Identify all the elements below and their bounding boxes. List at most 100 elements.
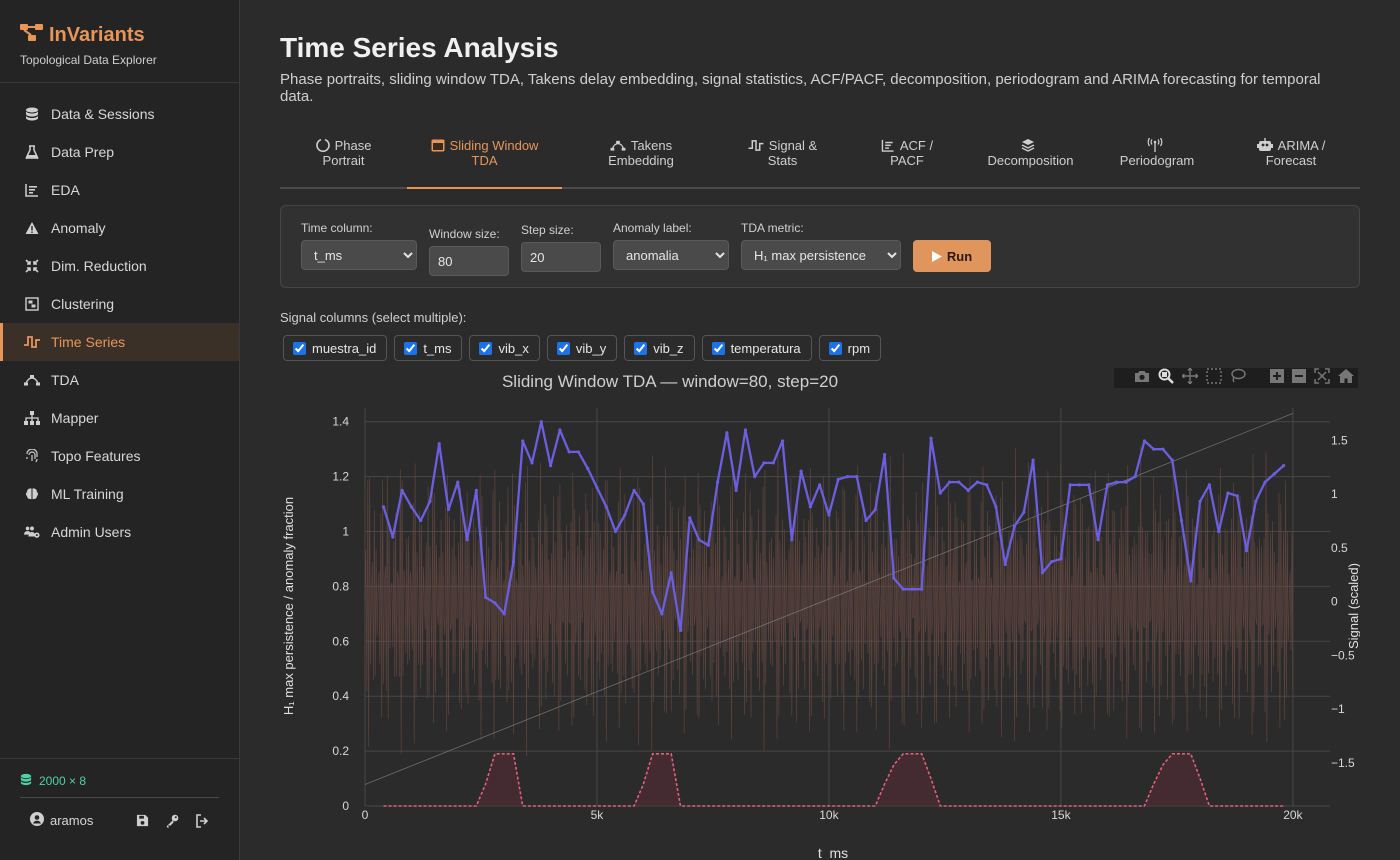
checkbox[interactable] <box>404 341 418 355</box>
step-size-control: Step size: <box>521 223 601 272</box>
signal-column-checkbox[interactable]: vib_x <box>469 335 540 361</box>
h1-persistence-point <box>780 439 785 443</box>
x-tick-label: 5k <box>591 808 605 822</box>
sidebar-item-mapper[interactable]: Mapper <box>0 399 239 437</box>
sidebar-item-dim-reduction[interactable]: Dim. Reduction <box>0 247 239 285</box>
tab-acf-pacf[interactable]: ACF / PACF <box>845 128 969 187</box>
h1-persistence-point <box>836 477 840 481</box>
h1-persistence-point <box>957 480 961 484</box>
checkbox-label: muestra_id <box>312 340 377 356</box>
sidebar-item-label: Admin Users <box>51 524 132 540</box>
sidebar-item-tda[interactable]: TDA <box>0 361 239 399</box>
sidebar-item-clustering[interactable]: Clustering <box>0 285 239 323</box>
checkbox[interactable] <box>828 341 842 355</box>
h1-persistence-point <box>1077 483 1082 487</box>
sidebar-item-data-prep[interactable]: Data Prep <box>0 133 239 171</box>
h1-persistence-point <box>613 529 618 534</box>
camera-icon[interactable] <box>1134 369 1150 388</box>
y2-axis-label: Signal (scaled) <box>1346 563 1360 649</box>
tab-label-line1: Phase <box>334 138 372 153</box>
tda-metric-select[interactable]: H₁ max persistence <box>741 240 901 270</box>
sidebar-item-ml-training[interactable]: ML Training <box>0 475 239 513</box>
tab-signal-stats[interactable]: Signal & Stats <box>720 128 845 187</box>
sitemap-icon <box>24 410 40 426</box>
tab-sliding-window-tda[interactable]: Sliding Window TDA <box>407 128 562 189</box>
h1-persistence-point <box>660 612 664 616</box>
signal-column-checkbox[interactable]: vib_y <box>546 335 618 361</box>
tab-arima-forecast[interactable]: ARIMA / Forecast <box>1222 128 1360 187</box>
y2-tick-label: −0.5 <box>1331 648 1355 662</box>
zoom-icon[interactable] <box>1158 368 1174 389</box>
sidebar-item-label: Time Series <box>51 334 126 350</box>
h1-persistence-point <box>446 507 451 512</box>
tab-label-line1: Sliding Window <box>449 138 539 153</box>
x-axis-label: t_ms <box>818 845 848 860</box>
sidebar-item-label: Dim. Reduction <box>51 258 147 274</box>
checkbox-label: rpm <box>847 340 871 356</box>
sidebar-nav: Data & Sessions Data Prep EDA Anomaly Di… <box>0 83 239 551</box>
checkbox[interactable] <box>634 341 648 355</box>
checkbox[interactable] <box>711 341 725 355</box>
signal-column-checkbox[interactable]: t_ms <box>394 335 463 361</box>
tda-metric-label: TDA metric: <box>741 221 804 235</box>
h1-persistence-point <box>474 488 478 492</box>
anomaly-label-select[interactable]: anomalia <box>613 240 729 270</box>
anomaly-label-label: Anomaly label: <box>613 221 692 235</box>
logout-button[interactable] <box>195 813 209 828</box>
sidebar-item-data-sessions[interactable]: Data & Sessions <box>0 95 239 133</box>
main-content: Time Series Analysis Phase portraits, sl… <box>240 0 1400 860</box>
bezier-icon <box>610 140 626 151</box>
zoom-in-icon[interactable] <box>1270 368 1284 388</box>
signal-column-checkbox[interactable]: temperatura <box>701 335 812 361</box>
step-size-input[interactable] <box>521 242 601 272</box>
save-session-button[interactable] <box>136 814 149 827</box>
signal-column-checkbox[interactable]: vib_z <box>624 335 695 361</box>
bezier-icon <box>24 372 40 388</box>
checkbox[interactable] <box>293 341 306 355</box>
window-size-input[interactable] <box>429 246 509 276</box>
sidebar-item-time-series[interactable]: Time Series <box>0 323 239 361</box>
flask-icon <box>24 144 40 160</box>
home-icon[interactable] <box>1338 368 1354 388</box>
h1-persistence-point <box>641 502 645 506</box>
y-tick-label: 1 <box>342 525 349 539</box>
box-select-icon[interactable] <box>1206 367 1222 389</box>
tab-decomposition[interactable]: Decomposition <box>969 128 1092 187</box>
h1-persistence-point <box>437 442 441 446</box>
sidebar-item-label: Topo Features <box>51 448 141 464</box>
page-title: Time Series Analysis <box>280 32 559 63</box>
signal-column-checkbox[interactable]: muestra_id <box>283 335 388 361</box>
tab-periodogram[interactable]: Periodogram <box>1092 128 1222 187</box>
h1-persistence-point <box>678 628 683 632</box>
y2-tick-label: 1.5 <box>1331 433 1348 447</box>
zoom-out-icon[interactable] <box>1292 368 1306 388</box>
checkbox[interactable] <box>556 341 570 355</box>
autoscale-icon[interactable] <box>1314 367 1330 389</box>
h1-persistence-point <box>743 428 748 432</box>
tab-label-line1: ACF / <box>899 138 934 153</box>
h1-persistence-point <box>530 461 534 465</box>
sidebar-item-topo-features[interactable]: Topo Features <box>0 437 239 475</box>
brain-icon <box>24 486 40 502</box>
change-password-button[interactable] <box>165 814 179 828</box>
logout-icon <box>196 813 209 828</box>
checkbox[interactable] <box>479 341 493 355</box>
time-column-select[interactable]: t_ms <box>301 240 417 270</box>
pan-icon[interactable] <box>1181 367 1199 389</box>
sidebar-item-eda[interactable]: EDA <box>0 171 239 209</box>
lasso-icon[interactable] <box>1230 368 1246 389</box>
h1-persistence-point <box>586 466 590 470</box>
tab-takens-embedding[interactable]: Takens Embedding <box>562 128 720 187</box>
h1-persistence-point <box>753 475 757 479</box>
checkbox-label: temperatura <box>730 340 801 356</box>
tab-phase-portrait[interactable]: Phase Portrait <box>280 128 407 187</box>
checkbox-label: vib_y <box>575 340 607 356</box>
sidebar-item-anomaly[interactable]: Anomaly <box>0 209 239 247</box>
h1-persistence-point <box>818 483 822 487</box>
signal-column-checkbox[interactable]: rpm <box>818 335 882 361</box>
run-button[interactable]: Run <box>913 240 991 272</box>
h1-persistence-point <box>511 560 516 564</box>
y-tick-label: 0.2 <box>332 744 349 758</box>
sidebar-item-admin-users[interactable]: Admin Users <box>0 513 239 551</box>
h1-persistence-point <box>883 453 887 457</box>
